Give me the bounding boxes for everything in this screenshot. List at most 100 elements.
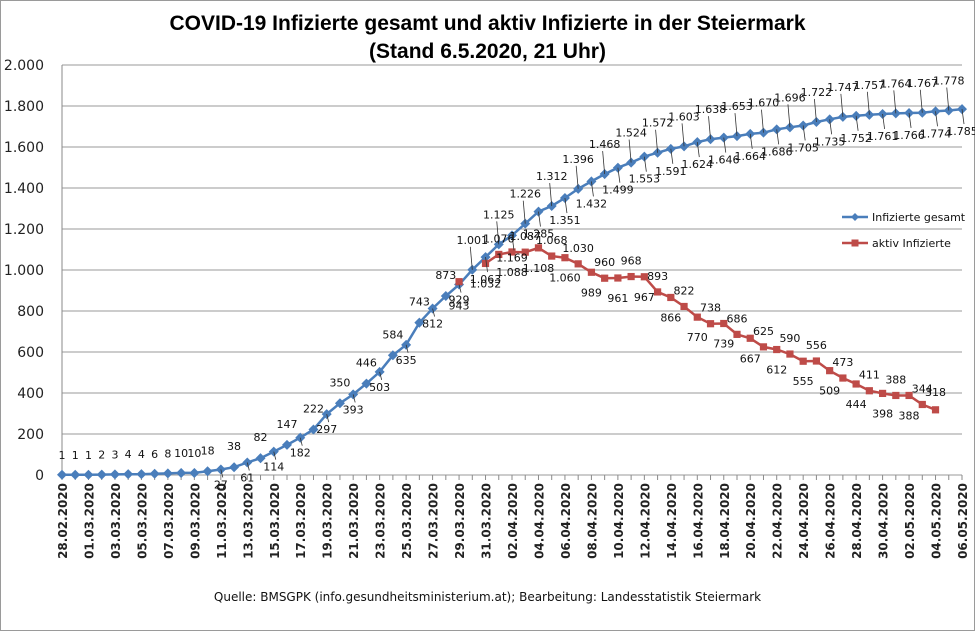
leader-line bbox=[882, 113, 885, 130]
x-tick-label: 27.03.2020 bbox=[427, 483, 441, 559]
data-label-gesamt: 873 bbox=[435, 269, 456, 282]
data-label-gesamt: 1.757 bbox=[854, 79, 886, 92]
point-aktiv bbox=[786, 350, 794, 358]
point-aktiv bbox=[534, 244, 543, 252]
point-gesamt bbox=[837, 111, 848, 122]
x-tick-label: 06.05.2020 bbox=[956, 483, 970, 559]
point-aktiv bbox=[587, 268, 596, 276]
data-label-gesamt: 18 bbox=[201, 444, 215, 457]
point-aktiv bbox=[508, 248, 516, 256]
data-label-aktiv: 770 bbox=[687, 331, 708, 344]
data-label-gesamt: 1.778 bbox=[933, 75, 965, 88]
data-label-gesamt: 1.553 bbox=[629, 173, 661, 186]
data-label-aktiv: 739 bbox=[713, 338, 734, 351]
leader-line bbox=[432, 308, 435, 317]
data-label-aktiv: 1.076 bbox=[483, 232, 515, 245]
x-tick-label: 01.03.2020 bbox=[82, 483, 96, 559]
data-label-aktiv: 612 bbox=[766, 364, 787, 377]
leader-line bbox=[379, 371, 383, 380]
leader-line bbox=[893, 90, 897, 114]
y-tick-label: 200 bbox=[17, 427, 44, 443]
data-label-aktiv: 509 bbox=[819, 385, 840, 398]
data-label-gesamt: 4 bbox=[125, 448, 132, 461]
data-label-gesamt: 1.664 bbox=[734, 150, 766, 163]
point-aktiv bbox=[680, 302, 688, 311]
x-tick-label: 17.03.2020 bbox=[294, 483, 308, 559]
point-gesamt bbox=[109, 469, 120, 480]
point-gesamt bbox=[83, 469, 94, 480]
y-tick-label: 1.200 bbox=[4, 222, 44, 238]
data-label-aktiv: 398 bbox=[872, 407, 893, 420]
data-label-gesamt: 1.624 bbox=[682, 158, 714, 171]
y-tick-label: 400 bbox=[17, 386, 44, 402]
x-tick-label: 26.04.2020 bbox=[824, 483, 838, 559]
point-gesamt bbox=[546, 201, 557, 212]
leader-line bbox=[866, 91, 870, 115]
leader-line bbox=[273, 451, 277, 460]
point-gesamt bbox=[811, 116, 822, 127]
data-label-aktiv: 473 bbox=[832, 356, 853, 369]
leader-line bbox=[814, 98, 817, 123]
point-gesamt bbox=[361, 378, 372, 389]
point-gesamt bbox=[348, 389, 359, 400]
x-tick-label: 12.04.2020 bbox=[638, 483, 652, 559]
leader-line bbox=[670, 148, 674, 164]
data-label-aktiv: 960 bbox=[594, 256, 615, 269]
x-tick-label: 28.02.2020 bbox=[56, 483, 70, 559]
x-tick-label: 18.04.2020 bbox=[718, 483, 732, 559]
point-gesamt bbox=[308, 424, 319, 435]
point-aktiv bbox=[706, 320, 715, 328]
point-aktiv bbox=[574, 260, 582, 268]
point-aktiv bbox=[865, 387, 873, 395]
point-aktiv bbox=[839, 374, 847, 382]
point-aktiv bbox=[653, 288, 662, 296]
x-tick-label: 19.03.2020 bbox=[321, 483, 335, 559]
point-aktiv bbox=[481, 259, 490, 268]
data-label-gesamt: 1.524 bbox=[615, 127, 647, 140]
leader-line bbox=[749, 133, 753, 149]
data-label-gesamt: 1.638 bbox=[695, 103, 727, 116]
leader-line bbox=[246, 462, 250, 471]
data-label-gesamt: 6 bbox=[151, 448, 158, 461]
leader-line bbox=[802, 125, 806, 141]
point-aktiv bbox=[455, 278, 463, 286]
leader-line bbox=[628, 139, 632, 163]
point-gesamt bbox=[890, 108, 901, 119]
leader-line bbox=[946, 87, 950, 111]
chart-subtitle: (Stand 6.5.2020, 21 Uhr) bbox=[369, 40, 606, 63]
leader-line bbox=[511, 235, 515, 251]
point-aktiv bbox=[799, 357, 807, 365]
x-tick-label: 21.03.2020 bbox=[347, 483, 361, 559]
data-label-aktiv: 1.088 bbox=[496, 266, 528, 279]
point-aktiv bbox=[812, 357, 821, 365]
point-aktiv bbox=[521, 248, 529, 256]
point-aktiv bbox=[773, 345, 781, 354]
point-gesamt bbox=[176, 467, 187, 478]
data-label-gesamt: 812 bbox=[422, 318, 443, 331]
data-label-aktiv: 738 bbox=[700, 302, 721, 315]
leader-line bbox=[961, 109, 965, 125]
x-tick-label: 07.03.2020 bbox=[162, 483, 176, 559]
data-label-gesamt: 1.499 bbox=[602, 184, 634, 197]
leader-line bbox=[458, 284, 462, 293]
x-tick-label: 09.03.2020 bbox=[188, 483, 202, 559]
data-label-aktiv: 555 bbox=[793, 375, 814, 388]
x-tick-label: 11.03.2020 bbox=[215, 483, 229, 559]
x-tick-label: 16.04.2020 bbox=[691, 483, 705, 559]
data-label-gesamt: 1.396 bbox=[562, 153, 594, 166]
x-tick-label: 02.04.2020 bbox=[506, 483, 520, 559]
point-aktiv bbox=[931, 406, 940, 414]
data-label-aktiv: 967 bbox=[634, 291, 655, 304]
y-tick-label: 600 bbox=[17, 345, 44, 361]
leader-line bbox=[708, 116, 711, 140]
x-tick-label: 30.04.2020 bbox=[877, 483, 891, 559]
point-gesamt bbox=[731, 131, 743, 142]
x-tick-label: 20.04.2020 bbox=[744, 483, 758, 559]
x-tick-label: 29.03.2020 bbox=[453, 483, 467, 559]
data-label-aktiv: 968 bbox=[621, 255, 642, 268]
y-tick-label: 2.000 bbox=[4, 58, 44, 74]
data-label-aktiv: 388 bbox=[899, 409, 920, 422]
data-label-gesamt: 1.572 bbox=[642, 117, 674, 130]
